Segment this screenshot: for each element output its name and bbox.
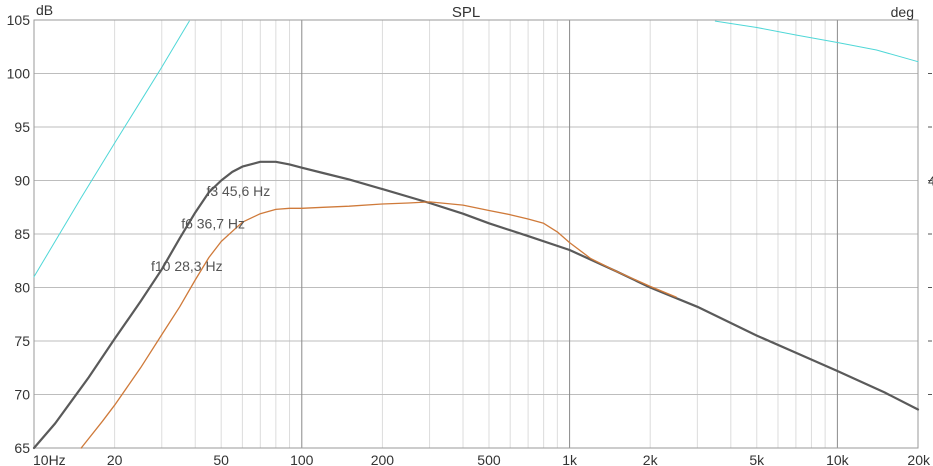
series-line-2 (80, 201, 677, 449)
y-tick-label: 105 (7, 12, 31, 28)
x-tick-labels: 10Hz 20 50 100 200 500 1k 2k 5k 10k 20k (33, 452, 931, 466)
series-line-3 (33, 20, 190, 278)
right-axis-ticks: 4 (928, 73, 933, 395)
x-tick-label: 5k (749, 452, 765, 466)
right-axis-label: deg (891, 4, 914, 20)
x-tick-label: 20 (107, 452, 123, 466)
x-tick-label: 50 (213, 452, 229, 466)
y-tick-label: 95 (14, 119, 30, 135)
series-line-1 (32, 160, 920, 450)
cutoff-annotation: f3 45,6 Hz (206, 183, 270, 199)
major-gridlines (34, 19, 918, 449)
chart-title: SPL (452, 4, 480, 21)
plot-frame (33, 19, 919, 449)
y-tick-label: 90 (14, 173, 30, 189)
y-tick-label: 75 (14, 333, 30, 349)
x-tick-label: 10k (826, 452, 850, 466)
x-tick-label: 200 (371, 452, 395, 466)
y-tick-label: 85 (14, 226, 30, 242)
y-axis-label: dB (36, 2, 53, 18)
series-line-4 (714, 20, 919, 63)
x-tick-label: 10Hz (33, 452, 66, 466)
x-tick-label: 1k (562, 452, 578, 466)
cutoff-annotation: f10 28,3 Hz (151, 258, 223, 274)
y-tick-label: 65 (14, 440, 30, 456)
annotations: f3 45,6 Hz f6 36,7 Hz f10 28,3 Hz (151, 183, 270, 274)
x-tick-label: 100 (290, 452, 314, 466)
cutoff-annotation: f6 36,7 Hz (181, 215, 245, 231)
right-axis-tick-label: 4 (928, 174, 933, 189)
series-layer (32, 20, 920, 450)
x-tick-label: 2k (643, 452, 659, 466)
y-tick-label: 80 (14, 280, 30, 296)
x-tick-label: 20k (907, 452, 931, 466)
x-tick-label: 500 (477, 452, 501, 466)
y-tick-label: 70 (14, 387, 30, 403)
y-tick-label: 100 (7, 66, 31, 82)
y-tick-labels: 105 100 95 90 85 80 75 70 65 (7, 12, 31, 456)
